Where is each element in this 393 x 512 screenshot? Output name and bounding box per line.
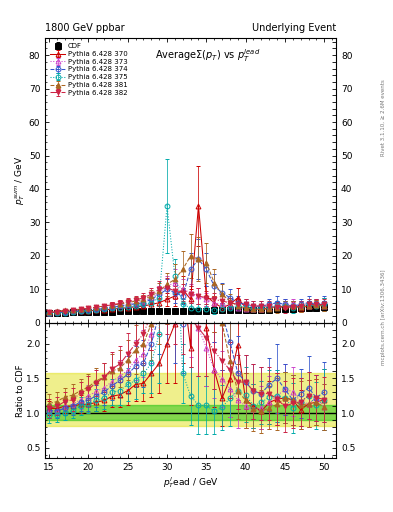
Text: 1800 GeV ppbar: 1800 GeV ppbar: [45, 23, 125, 33]
Y-axis label: $p_T^{sum}$ / GeV: $p_T^{sum}$ / GeV: [14, 156, 28, 205]
Text: Average$\Sigma$($p_T$) vs $p_T^{lead}$: Average$\Sigma$($p_T$) vs $p_T^{lead}$: [155, 47, 261, 63]
Y-axis label: Ratio to CDF: Ratio to CDF: [16, 364, 25, 417]
Legend: CDF, Pythia 6.428 370, Pythia 6.428 373, Pythia 6.428 374, Pythia 6.428 375, Pyt: CDF, Pythia 6.428 370, Pythia 6.428 373,…: [48, 41, 130, 98]
Text: Rivet 3.1.10, ≥ 2.6M events: Rivet 3.1.10, ≥ 2.6M events: [381, 79, 386, 156]
Bar: [45, 405, 336, 420]
Text: Underlying Event: Underlying Event: [252, 23, 336, 33]
X-axis label: $p_T^{l}$ead / GeV: $p_T^{l}$ead / GeV: [163, 475, 219, 490]
Bar: [45, 373, 336, 425]
Text: mcplots.cern.ch [arXiv:1306.3436]: mcplots.cern.ch [arXiv:1306.3436]: [381, 270, 386, 365]
